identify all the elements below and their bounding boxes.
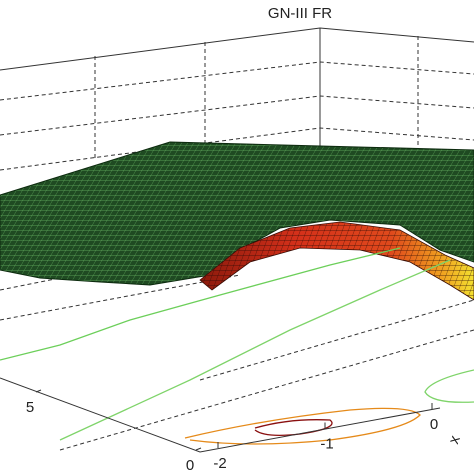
y-tick-label: 5 [26, 399, 34, 416]
axes [0, 377, 441, 453]
y-tick [195, 447, 202, 451]
x-tick-label: 0 [430, 416, 438, 433]
surface [0, 141, 474, 301]
y-tick-label: 0 [186, 457, 194, 474]
x-axis-label: x [445, 433, 464, 446]
chart-title: GN-III FR [268, 5, 332, 22]
contours [0, 247, 474, 445]
x-tick-label: -2 [213, 455, 226, 472]
y-tick [35, 389, 42, 393]
x-tick-label: -1 [320, 435, 333, 452]
